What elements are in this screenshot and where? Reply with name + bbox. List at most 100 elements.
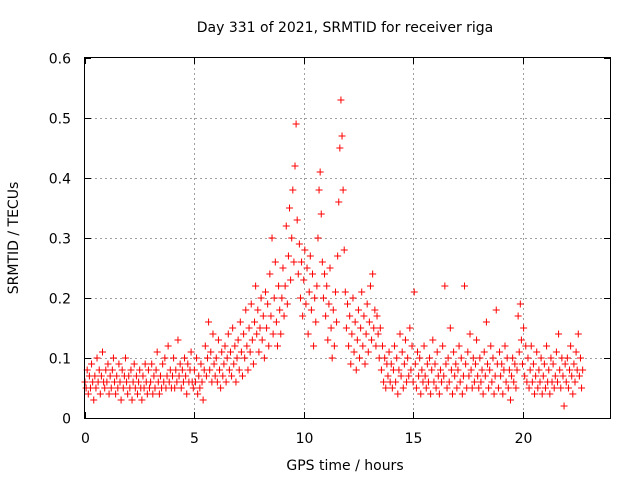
data-point [392,378,400,386]
data-point [505,366,513,374]
data-point [572,348,580,356]
data-point [516,300,524,308]
data-point [468,384,476,392]
data-point [421,372,429,380]
data-point [325,300,333,308]
data-point [557,384,565,392]
data-point [520,324,528,332]
data-point [301,246,309,254]
data-point [481,372,489,380]
data-point [220,360,228,368]
data-point [274,342,281,350]
data-point [464,348,472,356]
data-point [564,384,572,392]
data-point [333,318,341,326]
data-point [354,306,362,314]
data-point [211,372,219,380]
data-point [242,306,250,314]
data-point [212,354,220,362]
data-point [534,384,542,392]
data-point [264,300,272,308]
data-point [496,348,504,356]
data-point [453,384,461,392]
data-point [106,372,114,380]
data-point [469,354,477,362]
data-point [342,324,350,332]
data-point [399,384,407,392]
data-point [561,360,569,368]
data-point [482,318,490,326]
data-point [191,378,199,386]
data-point [318,258,326,266]
data-point [336,144,344,152]
data-point [317,210,325,218]
data-point [508,372,516,380]
data-point [374,330,382,338]
data-point [207,348,215,356]
data-point [430,378,438,386]
data-point [417,390,425,398]
data-point [267,312,275,320]
data-point [272,318,280,326]
data-point [241,354,249,362]
data-point [529,360,537,368]
data-point [292,120,300,128]
data-point [490,390,498,398]
data-point [156,372,164,380]
data-point [350,348,358,356]
data-point [441,282,449,290]
data-point [247,300,255,308]
data-point [327,324,335,332]
y-tick-label: 0.4 [49,172,71,188]
data-point [284,252,292,260]
data-point [470,378,478,386]
data-point [312,318,320,326]
data-point [141,360,149,368]
data-point [547,354,555,362]
data-point [257,294,265,302]
data-point [363,300,371,308]
data-point [388,384,396,392]
data-point [95,366,103,374]
data-point [170,354,178,362]
data-point [562,378,570,386]
data-point [540,360,548,368]
data-point [266,270,274,278]
data-point [159,360,167,368]
data-point [136,366,144,374]
x-tick-label: 5 [190,431,199,447]
data-point [315,186,323,194]
data-point [394,390,402,398]
data-point [171,384,179,392]
data-point [193,354,201,362]
data-point [499,390,507,398]
data-point [205,318,213,326]
data-point [498,360,506,368]
data-point [134,390,141,398]
data-point [571,378,579,386]
data-point [382,384,390,392]
data-point [533,348,541,356]
data-point [293,216,301,224]
data-point [485,384,493,392]
data-point [362,330,370,338]
data-point [514,312,522,320]
data-point [187,348,195,356]
data-point [479,390,487,398]
data-point [478,366,486,374]
data-point [513,366,521,374]
data-point [225,366,233,374]
data-point [431,360,439,368]
data-point [119,384,127,392]
data-point [124,390,132,398]
data-point [348,330,356,338]
data-point [429,336,437,344]
data-point [420,342,428,350]
y-tick-label: 0 [62,412,71,428]
data-point [476,354,484,362]
data-point [319,294,327,302]
data-point [260,354,268,362]
data-point [371,306,379,314]
data-point [290,258,298,266]
